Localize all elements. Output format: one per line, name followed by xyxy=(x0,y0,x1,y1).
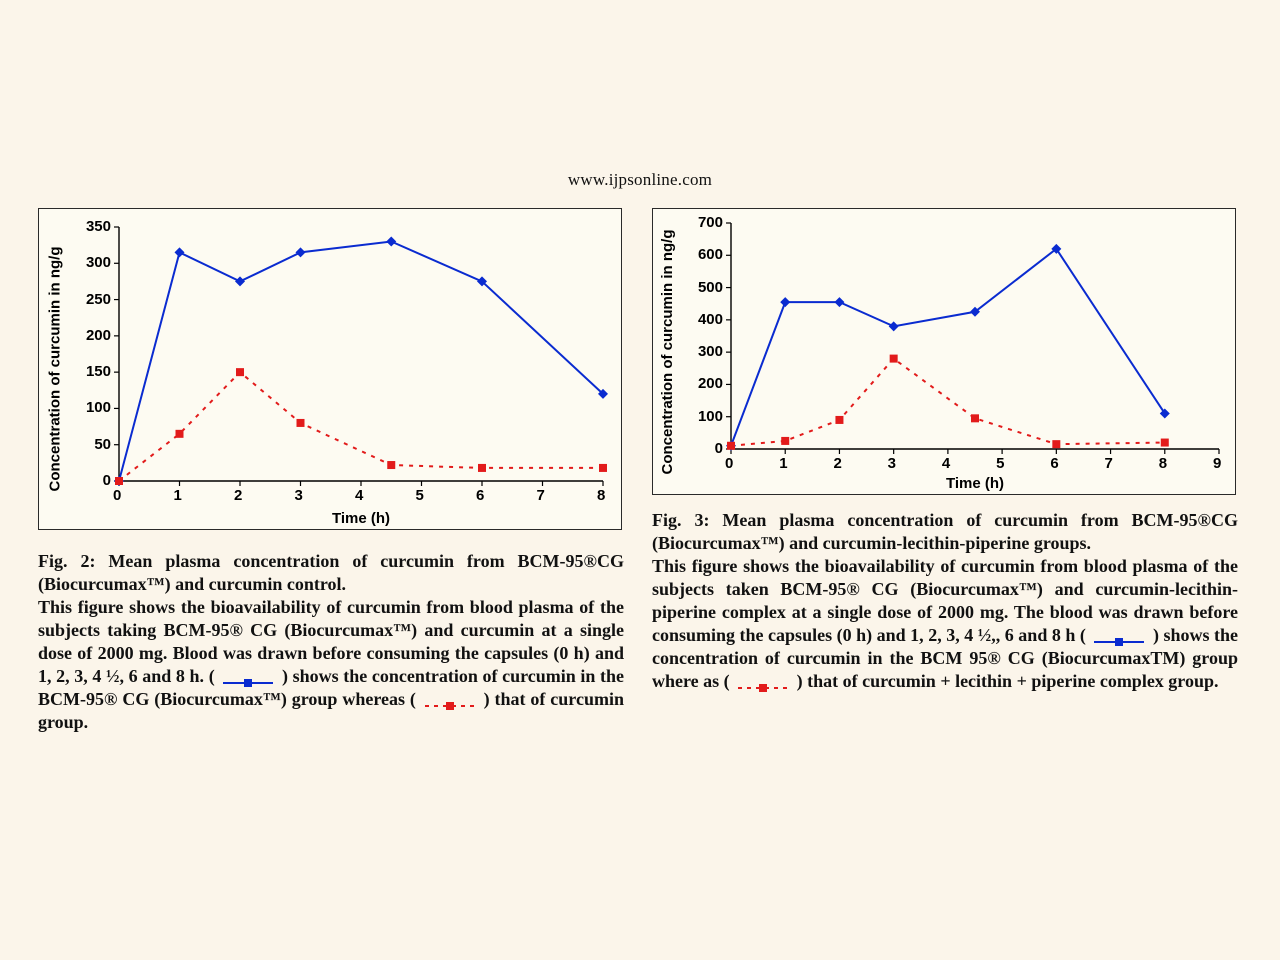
y-tick-label: 150 xyxy=(86,363,111,380)
x-axis-title: Time (h) xyxy=(946,475,1004,492)
x-tick-label: 3 xyxy=(888,455,896,472)
y-axis-title: Concentration of curcumin in ng/g xyxy=(659,209,676,494)
figure-3-caption: Fig. 3: Mean plasma concentration of cur… xyxy=(652,509,1242,693)
x-tick-label: 3 xyxy=(295,487,303,504)
x-tick-label: 7 xyxy=(537,487,545,504)
figure-2-chart: 0 1 2 3 4 5 6 7 8 0 50 100 150 200 250 300 350 Time (h) Co… xyxy=(38,208,622,530)
y-tick-label: 700 xyxy=(698,214,723,231)
figure-3-column: 0 1 2 3 4 5 6 7 8 9 0 100 200 300 400 500 600 700 Time (h)… xyxy=(652,208,1242,734)
page-url: www.ijpsonline.com xyxy=(30,30,1250,208)
x-tick-label: 7 xyxy=(1105,455,1113,472)
caption-text: ) that of curcumin + lecithin + piperine… xyxy=(797,671,1219,691)
y-tick-label: 500 xyxy=(698,279,723,296)
y-tick-label: 100 xyxy=(698,408,723,425)
x-tick-label: 0 xyxy=(725,455,733,472)
x-tick-label: 9 xyxy=(1213,455,1221,472)
figure-2-caption-title: Fig. 2: Mean plasma concentration of cur… xyxy=(38,551,624,594)
y-tick-label: 400 xyxy=(698,311,723,328)
x-tick-label: 4 xyxy=(355,487,363,504)
figure-row: 012345678050100150200250300350Time (h)Co… xyxy=(30,208,1250,734)
x-tick-label: 5 xyxy=(996,455,1004,472)
legend-solid-swatch xyxy=(1092,631,1146,643)
y-tick-label: 100 xyxy=(86,399,111,416)
x-tick-label: 6 xyxy=(1050,455,1058,472)
caption-text: This figure shows the bioavailability of… xyxy=(652,556,1238,645)
legend-solid-swatch xyxy=(221,672,275,684)
figure-2-column: 0 1 2 3 4 5 6 7 8 0 50 100 150 200 250 300 350 Time (h) Co… xyxy=(38,208,628,734)
y-tick-label: 200 xyxy=(698,375,723,392)
y-axis-title: Concentration of curcumin in ng/g xyxy=(47,209,64,529)
y-tick-label: 300 xyxy=(698,343,723,360)
x-tick-label: 8 xyxy=(1159,455,1167,472)
x-tick-label: 0 xyxy=(113,487,121,504)
y-tick-label: 600 xyxy=(698,246,723,263)
x-tick-label: 5 xyxy=(416,487,424,504)
legend-dotted-swatch xyxy=(736,677,790,689)
x-tick-label: 2 xyxy=(833,455,841,472)
x-tick-label: 8 xyxy=(597,487,605,504)
y-tick-label: 50 xyxy=(94,436,111,453)
y-tick-label: 0 xyxy=(103,472,111,489)
x-tick-label: 1 xyxy=(174,487,182,504)
x-tick-label: 6 xyxy=(476,487,484,504)
figure-2-caption: Fig. 2: Mean plasma concentration of cur… xyxy=(38,550,628,734)
x-tick-label: 1 xyxy=(779,455,787,472)
y-tick-label: 0 xyxy=(715,440,723,457)
y-tick-label: 350 xyxy=(86,218,111,235)
y-tick-label: 250 xyxy=(86,291,111,308)
legend-dotted-swatch xyxy=(423,695,477,707)
figure-3-caption-title: Fig. 3: Mean plasma concentration of cur… xyxy=(652,510,1238,553)
x-tick-label: 4 xyxy=(942,455,950,472)
y-tick-label: 300 xyxy=(86,254,111,271)
x-axis-title: Time (h) xyxy=(332,510,390,527)
x-tick-label: 2 xyxy=(234,487,242,504)
y-tick-label: 200 xyxy=(86,327,111,344)
figure-3-chart: 0 1 2 3 4 5 6 7 8 9 0 100 200 300 400 500 600 700 Time (h)… xyxy=(652,208,1236,495)
